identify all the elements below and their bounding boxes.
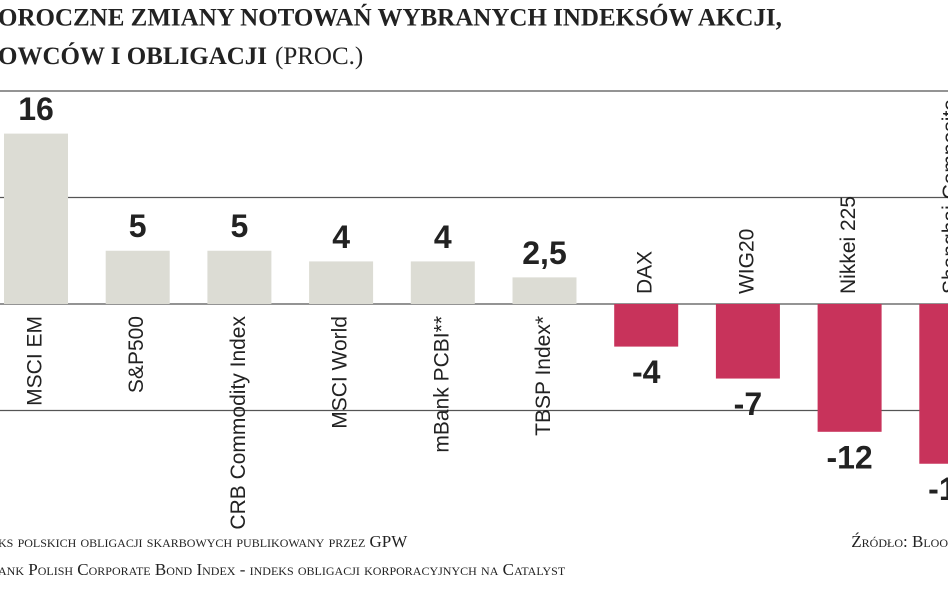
value-label: -4 [632, 354, 661, 390]
x-tick-label: WIG20 [735, 229, 758, 294]
value-label: 2,5 [522, 235, 566, 271]
x-tick-label: TBSP Index* [532, 316, 555, 436]
x-tick-label: CRB Commodity Index [227, 316, 250, 530]
bar [715, 304, 780, 379]
bar [512, 277, 577, 304]
value-label: 5 [231, 208, 249, 244]
chart-subtitle: (PROC.) [275, 43, 363, 70]
x-tick-label: MSCI EM [24, 316, 47, 406]
bar [207, 250, 272, 304]
bar [105, 250, 170, 304]
footnote: ank Polish Corporate Bond Index - indeks… [0, 560, 566, 579]
bar [919, 304, 948, 464]
chart-title: OROCZNE ZMIANY NOTOWAŃ WYBRANYCH INDEKSÓ… [0, 4, 782, 32]
value-label: -7 [734, 386, 762, 422]
bar [309, 261, 374, 304]
value-label: 16 [18, 91, 54, 127]
x-tick-label: Shanghai Composite [939, 99, 948, 294]
chart-title-line2: OWCÓW I OBLIGACJI (PROC.) [0, 42, 363, 70]
value-label: 4 [332, 219, 350, 255]
x-tick-label: Nikkei 225 [837, 196, 860, 294]
bar [410, 261, 475, 304]
bar [817, 304, 882, 432]
bar [614, 304, 679, 347]
value-label: 5 [129, 208, 147, 244]
value-label: -12 [826, 439, 872, 475]
footnote: ks polskich obligacji skarbowych publiko… [0, 532, 408, 551]
x-tick-label: DAX [634, 251, 657, 294]
x-tick-label: MSCI World [329, 316, 352, 429]
source: Źródło: Bloo [851, 532, 948, 551]
bar [4, 133, 68, 304]
title-line2: OWCÓW I OBLIGACJI [0, 42, 267, 70]
value-label: -15 [928, 471, 948, 507]
value-label: 4 [434, 219, 452, 255]
x-tick-label: mBank PCBI** [430, 316, 453, 453]
x-tick-label: S&P500 [125, 316, 148, 393]
